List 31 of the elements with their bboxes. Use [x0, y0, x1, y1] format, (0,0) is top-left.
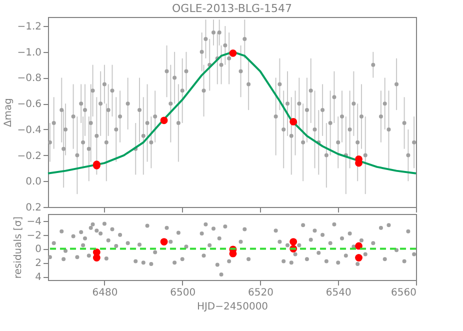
- y-tick-label: −4: [26, 216, 42, 228]
- x-axis-title: HJD−2450000: [196, 302, 268, 312]
- y-tick-label: −1.0: [17, 47, 42, 58]
- point: [160, 238, 168, 246]
- y-tick-label: 0.0: [26, 176, 42, 188]
- line-series: [47, 50, 417, 174]
- x-tick-label: 6480: [92, 288, 118, 298]
- point: [355, 242, 362, 250]
- point: [229, 49, 237, 57]
- y-tick-label: −1.2: [17, 22, 42, 33]
- x-tick-label: 6560: [391, 288, 416, 298]
- y-tick-label: 4: [35, 272, 42, 284]
- point: [355, 254, 362, 262]
- y-tick-label: −0.6: [17, 99, 42, 110]
- point: [290, 238, 298, 246]
- y-tick-label: −0.4: [17, 124, 42, 136]
- x-tick-label: 6500: [170, 288, 196, 298]
- y-axis-title: Δmag: [3, 98, 14, 128]
- y-tick-label: −0.2: [17, 150, 42, 162]
- point: [290, 118, 298, 126]
- y-tick-label: 0.2: [26, 202, 42, 214]
- y-axis-title: residuals [σ]: [12, 216, 24, 279]
- y-tick-label: 0: [35, 244, 42, 256]
- y-tick-label: 2: [35, 258, 42, 270]
- y-tick-label: −2: [26, 230, 42, 242]
- chart-title: OGLE-2013-BLG-1547: [172, 2, 292, 15]
- x-tick-label: 6520: [248, 288, 274, 298]
- y-tick-label: −0.8: [17, 73, 42, 84]
- point: [92, 254, 100, 262]
- x-tick-label: 6540: [326, 288, 352, 298]
- point: [160, 116, 168, 124]
